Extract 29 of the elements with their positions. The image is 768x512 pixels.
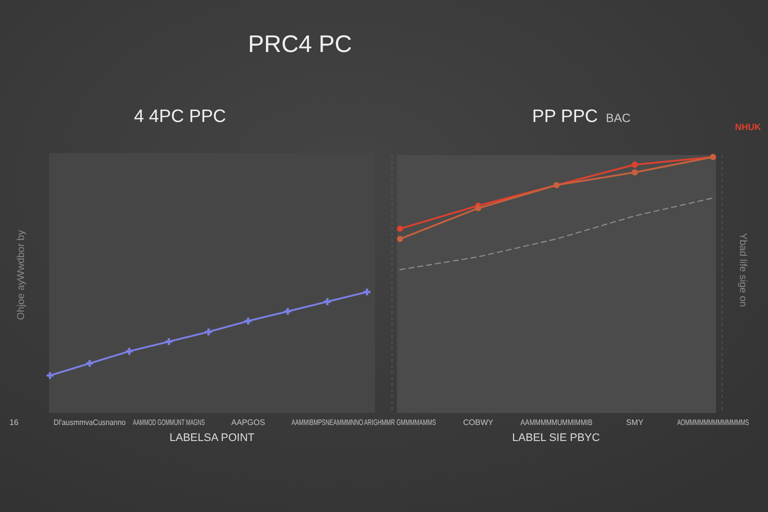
x-tick-label: AAPGOS: [231, 418, 266, 427]
x-tick-label: Dl'ausmmvaCusnanno: [54, 418, 126, 428]
point: [396, 236, 404, 242]
point: [46, 372, 54, 379]
point: [284, 308, 292, 315]
point: [632, 169, 638, 176]
point: [632, 162, 638, 168]
point: [86, 360, 94, 367]
x-axis-title: LABEL SIE PBYC: [512, 432, 600, 444]
point: [126, 348, 133, 355]
text: NHUK: [735, 122, 762, 132]
x-axis-title: LABELSA POINT: [170, 432, 255, 444]
y-axis-title: Ybad life sige on: [737, 233, 748, 307]
x-tick-label: SMY: [626, 418, 644, 427]
x-tick-label: AAMMMMMUMMIMMIB: [520, 417, 593, 428]
point: [324, 298, 331, 306]
point: [244, 318, 252, 324]
point: [205, 328, 212, 336]
x-tick-label: COBWY: [463, 418, 494, 427]
point: [396, 226, 404, 232]
chart-title: PP PPC: [532, 106, 598, 126]
point: [364, 288, 370, 296]
chart-subtitle: 4 4PC PPC: [134, 106, 226, 126]
chart-subtitle: BAC: [606, 111, 631, 125]
point: [475, 205, 482, 212]
chart-title: PRC4 PC: [248, 31, 352, 58]
point: [165, 338, 172, 346]
text: 16: [10, 418, 19, 427]
y-axis-title: Ohjoe ayWwdbor by: [16, 230, 27, 320]
